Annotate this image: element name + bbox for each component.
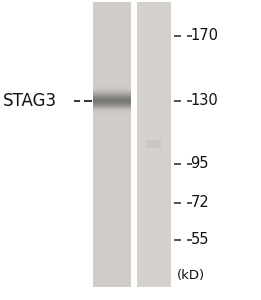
Text: (kD): (kD) — [176, 268, 205, 281]
Text: 72: 72 — [191, 195, 209, 210]
Text: 130: 130 — [191, 93, 218, 108]
Text: 170: 170 — [191, 28, 218, 44]
Text: 55: 55 — [191, 232, 209, 247]
Text: 95: 95 — [191, 156, 209, 171]
Text: STAG3: STAG3 — [3, 92, 57, 110]
